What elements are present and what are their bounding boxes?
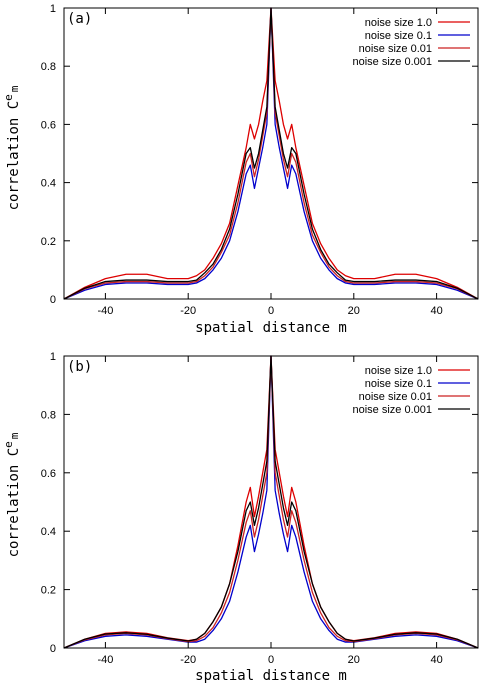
x-tick-label: 0 bbox=[268, 654, 274, 666]
x-axis-label: spatial distance m bbox=[195, 668, 347, 684]
y-axis-label-sub: m bbox=[8, 432, 21, 439]
x-axis-label: spatial distance m bbox=[195, 320, 347, 336]
y-tick-label: 0.6 bbox=[41, 119, 56, 131]
y-tick-label: 0.4 bbox=[41, 178, 56, 190]
chart-panel-2: -40 -20 0 20 40 0 0.2 0.4 0.6 0.8 1 (b) spatial dist… bbox=[2, 351, 479, 684]
x-tick-label: 40 bbox=[430, 305, 442, 317]
x-tick-label: 0 bbox=[268, 305, 274, 317]
y-tick-label: 0.2 bbox=[41, 585, 56, 597]
y-axis-label-sup: e bbox=[2, 94, 15, 101]
x-tick-label: -40 bbox=[97, 305, 113, 317]
chart-panel-1: -40 -20 0 20 40 0 0.2 0.4 0.6 0.8 1 (a) spatial dist… bbox=[2, 3, 479, 336]
y-axis-label: correlation Cem bbox=[2, 85, 22, 210]
y-tick-label: 0.8 bbox=[41, 61, 56, 73]
legend-entry-label: noise size 0.1 bbox=[365, 30, 432, 42]
x-tick-label: -20 bbox=[180, 654, 196, 666]
legend-entry-label: noise size 1.0 bbox=[365, 17, 432, 29]
legend-entry-label: noise size 0.001 bbox=[353, 404, 433, 416]
legend-entry-label: noise size 0.01 bbox=[359, 43, 432, 55]
y-axis-label: correlation Cem bbox=[2, 432, 22, 557]
y-axis-label-text: correlation Cem bbox=[2, 85, 22, 210]
y-axis-label-sup: e bbox=[2, 441, 15, 448]
x-tick-label: 40 bbox=[430, 654, 442, 666]
legend-entry-label: noise size 0.01 bbox=[359, 391, 432, 403]
y-tick-label: 1 bbox=[50, 351, 56, 363]
y-tick-label: 0.4 bbox=[41, 526, 56, 538]
x-tick-label: -40 bbox=[97, 654, 113, 666]
y-axis-label-sub: m bbox=[8, 85, 21, 92]
x-tick-label: 20 bbox=[348, 654, 360, 666]
x-tick-label: 20 bbox=[348, 305, 360, 317]
y-tick-label: 0.8 bbox=[41, 409, 56, 421]
y-tick-label: 0.6 bbox=[41, 468, 56, 480]
legend-entry-label: noise size 0.001 bbox=[353, 56, 433, 68]
panel-label: (b) bbox=[67, 359, 92, 375]
y-axis-label-text: correlation Cem bbox=[2, 432, 22, 557]
y-tick-label: 0.2 bbox=[41, 236, 56, 248]
y-tick-label: 1 bbox=[50, 3, 56, 15]
legend-entry-label: noise size 1.0 bbox=[365, 365, 432, 377]
x-tick-label: -20 bbox=[180, 305, 196, 317]
y-tick-label: 0 bbox=[50, 294, 56, 306]
legend-entry-label: noise size 0.1 bbox=[365, 378, 432, 390]
y-tick-label: 0 bbox=[50, 643, 56, 655]
panel-label: (a) bbox=[67, 11, 92, 27]
